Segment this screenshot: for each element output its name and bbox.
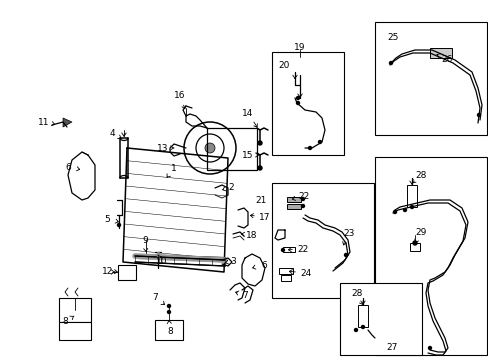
- Circle shape: [427, 346, 430, 350]
- Text: 1: 1: [171, 163, 177, 172]
- Text: 6: 6: [65, 162, 71, 171]
- Bar: [409, 243, 419, 251]
- Text: 14: 14: [242, 108, 253, 117]
- Bar: [281, 275, 290, 281]
- Bar: [339, 283, 421, 355]
- Circle shape: [344, 253, 347, 257]
- Circle shape: [412, 241, 416, 245]
- Bar: [118, 265, 136, 280]
- Bar: [59, 322, 91, 340]
- Circle shape: [296, 96, 299, 99]
- Text: 22: 22: [298, 192, 309, 201]
- Text: 16: 16: [174, 90, 185, 99]
- Circle shape: [167, 310, 170, 314]
- Polygon shape: [63, 118, 72, 127]
- Text: 2: 2: [228, 183, 233, 192]
- Bar: [155, 320, 183, 340]
- Text: 6: 6: [261, 261, 266, 270]
- Bar: [206, 128, 257, 170]
- Bar: [286, 204, 301, 209]
- Circle shape: [403, 208, 406, 212]
- Circle shape: [117, 224, 120, 226]
- Bar: [279, 268, 292, 274]
- Text: 24: 24: [300, 269, 311, 278]
- Bar: [59, 298, 91, 322]
- Circle shape: [361, 325, 364, 328]
- Bar: [271, 52, 343, 155]
- Bar: [271, 183, 373, 298]
- Text: 17: 17: [259, 212, 270, 221]
- Circle shape: [296, 102, 299, 104]
- Text: 22: 22: [297, 244, 308, 253]
- Bar: [429, 48, 451, 58]
- Bar: [286, 197, 301, 202]
- Circle shape: [204, 143, 215, 153]
- Circle shape: [258, 166, 262, 170]
- Circle shape: [393, 211, 396, 213]
- Circle shape: [258, 141, 262, 145]
- Text: 21: 21: [255, 195, 266, 204]
- Circle shape: [389, 62, 392, 64]
- Text: 10: 10: [156, 257, 167, 266]
- Text: 7: 7: [152, 292, 158, 302]
- Text: 19: 19: [294, 42, 305, 51]
- Bar: [374, 157, 486, 355]
- Text: 25: 25: [386, 32, 398, 41]
- Text: 4: 4: [109, 129, 115, 138]
- Text: 3: 3: [230, 256, 235, 266]
- Circle shape: [476, 113, 480, 117]
- Circle shape: [167, 305, 170, 307]
- Text: 5: 5: [104, 215, 110, 224]
- Text: 18: 18: [246, 230, 257, 239]
- Text: 8: 8: [167, 328, 173, 337]
- Circle shape: [308, 147, 311, 149]
- Text: 28: 28: [350, 289, 362, 298]
- Bar: [357, 305, 367, 327]
- Circle shape: [354, 328, 357, 332]
- Bar: [283, 247, 294, 252]
- Bar: [374, 22, 486, 135]
- Text: 8: 8: [62, 318, 68, 327]
- Text: 7: 7: [242, 291, 247, 300]
- Text: 27: 27: [386, 343, 397, 352]
- Circle shape: [318, 140, 321, 144]
- Text: 20: 20: [278, 60, 289, 69]
- Text: 9: 9: [142, 235, 147, 244]
- Text: 29: 29: [414, 228, 426, 237]
- Text: 28: 28: [414, 171, 426, 180]
- Circle shape: [409, 206, 413, 208]
- Text: 26: 26: [440, 54, 452, 63]
- Text: 15: 15: [242, 150, 253, 159]
- Bar: [406, 185, 416, 207]
- Text: 12: 12: [102, 266, 113, 275]
- Circle shape: [301, 198, 304, 201]
- Text: 13: 13: [157, 144, 168, 153]
- Circle shape: [301, 204, 304, 207]
- Text: 23: 23: [343, 229, 354, 238]
- Text: 11: 11: [38, 117, 50, 126]
- Circle shape: [281, 248, 284, 252]
